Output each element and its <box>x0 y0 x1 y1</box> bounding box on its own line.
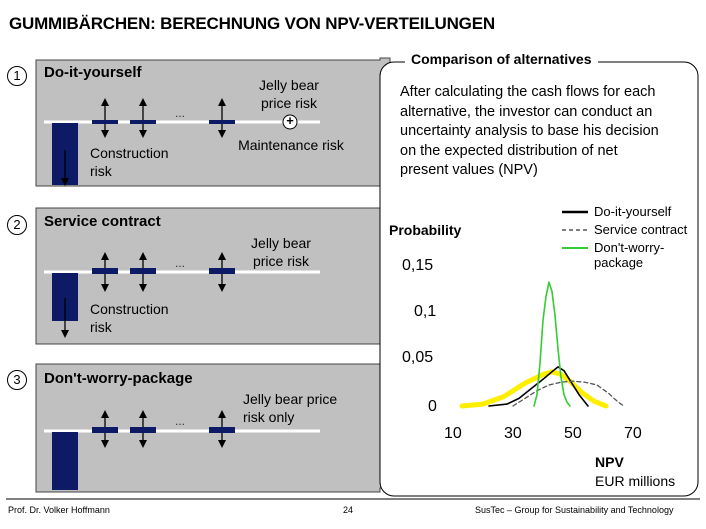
x-tick-label: 10 <box>444 425 462 442</box>
footer-group: SusTec – Group for Sustainability and Te… <box>475 505 674 515</box>
footer-author: Prof. Dr. Volker Hoffmann <box>8 505 110 515</box>
jelly-bear-price-risk-only-label: Jelly bear price risk only <box>243 391 338 425</box>
ellipsis-3: ... <box>175 414 186 428</box>
x-tick-label: 50 <box>564 425 582 442</box>
panel-title: Comparison of alternatives <box>405 50 598 68</box>
x-tick-label: 70 <box>624 425 642 442</box>
jelly-bear-price-risk-label-1: Jelly bear price risk <box>259 77 319 111</box>
jelly-bear-price-risk-label-2: Jelly bear price risk <box>251 235 311 269</box>
construction-bar-3 <box>52 432 78 490</box>
section-title-service: Service contract <box>44 213 161 230</box>
legend-label-dont-worry: Don't-worry-package <box>594 240 665 270</box>
page-title: GUMMIBÄRCHEN: BERECHNUNG VON NPV-VERTEIL… <box>9 14 495 33</box>
section-title-dont-worry: Don't-worry-package <box>44 370 193 387</box>
legend-label-service: Service contract <box>594 222 688 237</box>
ellipsis-2: ... <box>175 256 186 270</box>
y-tick-label: 0 <box>428 398 437 415</box>
y-axis-label: Probability <box>389 222 462 238</box>
y-tick-label: 0,15 <box>402 257 434 274</box>
section-number-2: 2 <box>7 215 27 235</box>
plus-sign: + <box>286 113 294 128</box>
section-title-diy: Do-it-yourself <box>44 64 142 81</box>
footer-page-number: 24 <box>343 505 354 515</box>
x-axis-label: NPV <box>595 454 624 470</box>
series-line-service-contract <box>512 380 625 407</box>
plus-circle <box>282 114 298 130</box>
y-tick-label: 0,05 <box>402 349 434 366</box>
y-tick-label: 0,1 <box>414 303 437 320</box>
x-tick-label: 30 <box>504 425 522 442</box>
x-axis-unit: EUR millions <box>595 473 676 489</box>
panel-description: After calculating the cash flows for eac… <box>400 84 659 178</box>
construction-risk-label-2: Construction risk <box>90 301 169 335</box>
section-number-1: 1 <box>7 66 27 86</box>
series-line-don-t-worry-package <box>533 281 571 407</box>
ellipsis-1: ... <box>175 106 186 120</box>
maintenance-risk-label: Maintenance risk <box>238 137 344 153</box>
section-number-3: 3 <box>7 370 27 390</box>
construction-risk-label-1: Construction risk <box>90 145 169 179</box>
series-line-do-it-yourself <box>488 366 589 407</box>
legend-label-diy: Do-it-yourself <box>594 204 672 219</box>
